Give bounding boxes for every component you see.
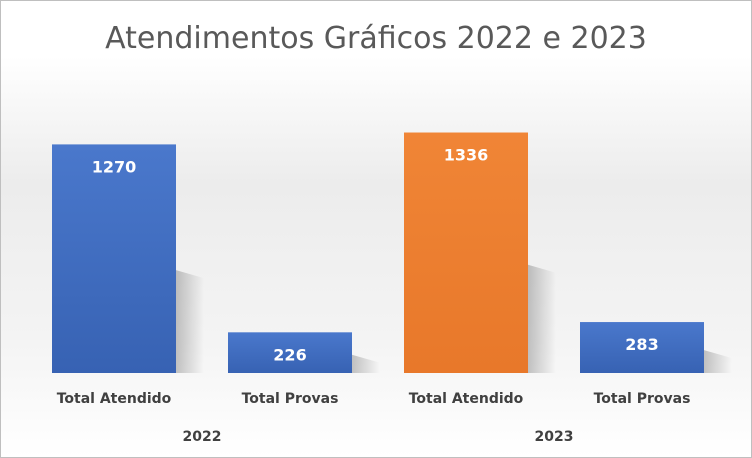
bar-shadow-1-1	[704, 350, 732, 373]
bar-0-0	[52, 144, 176, 373]
data-label-0-0: 1270	[92, 157, 137, 176]
bar-shadow-0-0	[176, 270, 204, 373]
data-label-1-1: 283	[625, 335, 658, 354]
group-label-1: 2023	[535, 429, 574, 445]
bar-1-1	[580, 322, 704, 373]
category-label-1-0: Total Atendido	[409, 391, 524, 407]
bar-shadow-1-0	[528, 264, 556, 373]
chart-title: Atendimentos Gráficos 2022 e 2023	[105, 21, 647, 56]
bar-1-0	[404, 132, 528, 373]
bar-shadow-0-1	[352, 354, 380, 373]
bar-0-1	[228, 332, 352, 373]
category-label-0-1: Total Provas	[242, 391, 339, 407]
category-label-1-1: Total Provas	[594, 391, 691, 407]
group-label-0: 2022	[183, 429, 222, 445]
data-label-1-0: 1336	[444, 146, 489, 165]
category-label-0-0: Total Atendido	[57, 391, 172, 407]
data-label-0-1: 226	[273, 345, 306, 364]
